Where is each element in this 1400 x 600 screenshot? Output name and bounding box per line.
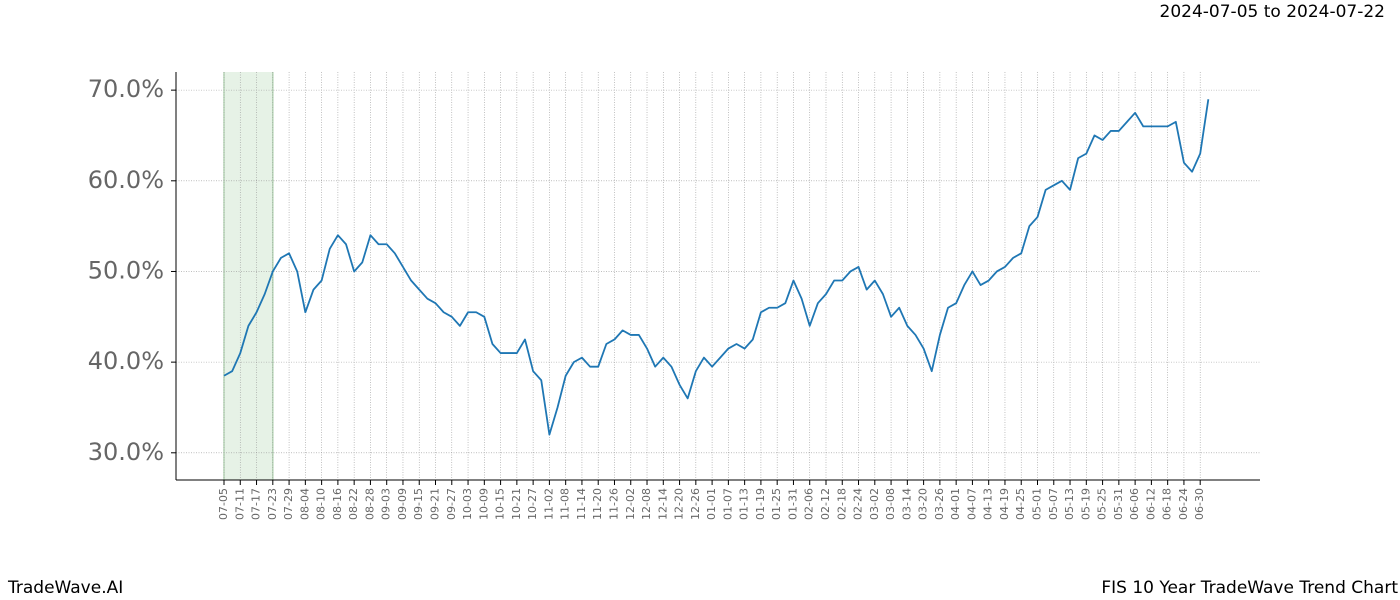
x-tick-label: 10-03 (461, 488, 474, 520)
x-tick-label: 05-01 (1031, 488, 1044, 520)
x-tick-label: 10-09 (477, 488, 490, 520)
x-tick-label: 09-09 (396, 488, 409, 520)
highlight-span (224, 72, 273, 480)
y-tick-label: 40.0% (88, 347, 164, 375)
x-tick-label: 07-11 (233, 488, 246, 520)
x-tick-label: 09-21 (429, 488, 442, 520)
x-tick-label: 07-17 (250, 488, 263, 520)
trend-line (223, 99, 1210, 436)
x-tick-label: 10-27 (526, 488, 539, 520)
x-tick-label: 02-24 (852, 488, 865, 520)
x-tick-label: 01-01 (705, 488, 718, 520)
x-tick-label: 09-03 (380, 488, 393, 520)
y-tick-label: 50.0% (88, 256, 164, 284)
chart-title: FIS 10 Year TradeWave Trend Chart (1101, 578, 1398, 598)
x-tick-label: 05-19 (1079, 488, 1092, 520)
x-tick-label: 01-19 (754, 488, 767, 520)
x-tick-label: 05-31 (1112, 488, 1125, 520)
y-tick-label: 70.0% (88, 75, 164, 103)
x-tick-label: 01-13 (738, 488, 751, 520)
y-tick-label: 60.0% (88, 166, 164, 194)
x-tick-label: 03-20 (917, 488, 930, 520)
x-tick-label: 12-14 (656, 488, 669, 520)
x-tick-label: 09-15 (412, 488, 425, 520)
x-tick-label: 10-21 (510, 488, 523, 520)
x-tick-label: 10-15 (494, 488, 507, 520)
x-tick-label: 08-16 (331, 488, 344, 520)
x-tick-label: 03-02 (868, 488, 881, 520)
date-range: 2024-07-05 to 2024-07-22 (1160, 2, 1385, 22)
x-tick-label: 11-02 (542, 488, 555, 520)
x-tick-label: 01-31 (786, 488, 799, 520)
x-tick-label: 04-01 (949, 488, 962, 520)
x-tick-label: 12-02 (624, 488, 637, 520)
x-tick-label: 08-28 (363, 488, 376, 520)
x-tick-label: 04-07 (965, 488, 978, 520)
x-tick-label: 05-13 (1063, 488, 1076, 520)
x-tick-label: 04-13 (982, 488, 995, 520)
x-tick-label: 07-29 (282, 488, 295, 520)
x-tick-label: 08-04 (298, 488, 311, 520)
x-tick-label: 06-06 (1128, 488, 1141, 520)
brand: TradeWave.AI (7, 578, 123, 598)
x-tick-label: 06-12 (1144, 488, 1157, 520)
x-tick-label: 02-18 (835, 488, 848, 520)
x-tick-label: 12-08 (640, 488, 653, 520)
x-tick-label: 08-22 (347, 488, 360, 520)
x-tick-label: 11-08 (559, 488, 572, 520)
x-tick-label: 07-23 (266, 488, 279, 520)
x-tick-label: 01-07 (721, 488, 734, 520)
x-tick-label: 02-12 (819, 488, 832, 520)
x-tick-label: 11-14 (575, 488, 588, 520)
x-tick-label: 07-05 (217, 488, 230, 520)
x-tick-label: 03-14 (900, 488, 913, 520)
x-tick-label: 11-20 (591, 488, 604, 520)
x-tick-label: 11-26 (607, 488, 620, 520)
x-tick-label: 12-26 (689, 488, 702, 520)
y-tick-label: 30.0% (88, 438, 164, 466)
x-tick-label: 05-25 (1096, 488, 1109, 520)
x-tick-label: 12-20 (673, 488, 686, 520)
x-tick-label: 08-10 (315, 488, 328, 520)
x-tick-label: 06-18 (1161, 488, 1174, 520)
x-tick-label: 02-06 (803, 488, 816, 520)
x-tick-label: 09-27 (445, 488, 458, 520)
x-tick-label: 01-25 (770, 488, 783, 520)
x-tick-label: 04-19 (998, 488, 1011, 520)
x-tick-label: 03-26 (933, 488, 946, 520)
x-tick-label: 05-07 (1047, 488, 1060, 520)
x-tick-label: 06-24 (1177, 488, 1190, 520)
x-tick-label: 06-30 (1193, 488, 1206, 520)
x-tick-label: 04-25 (1014, 488, 1027, 520)
x-tick-label: 03-08 (884, 488, 897, 520)
